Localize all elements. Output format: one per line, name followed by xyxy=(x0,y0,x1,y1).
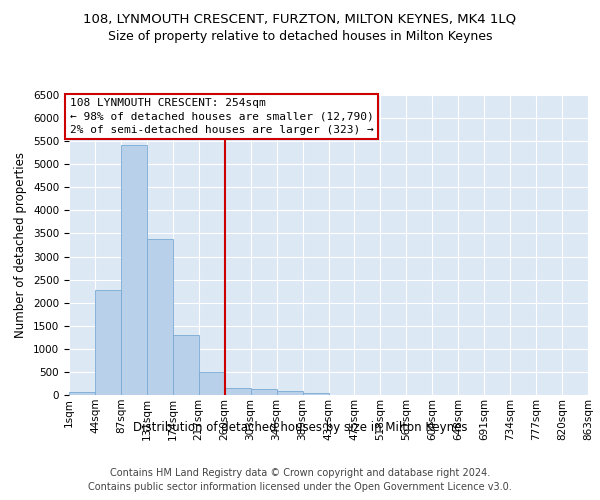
Bar xyxy=(69,392,95,395)
Bar xyxy=(277,392,302,395)
Text: Distribution of detached houses by size in Milton Keynes: Distribution of detached houses by size … xyxy=(133,421,467,434)
Bar xyxy=(173,336,199,395)
Bar xyxy=(225,388,251,395)
Bar xyxy=(302,392,329,395)
Text: Contains HM Land Registry data © Crown copyright and database right 2024.: Contains HM Land Registry data © Crown c… xyxy=(110,468,490,477)
Text: 108 LYNMOUTH CRESCENT: 254sqm
← 98% of detached houses are smaller (12,790)
2% o: 108 LYNMOUTH CRESCENT: 254sqm ← 98% of d… xyxy=(70,98,373,134)
Bar xyxy=(199,372,224,395)
Text: Size of property relative to detached houses in Milton Keynes: Size of property relative to detached ho… xyxy=(108,30,492,43)
Bar xyxy=(121,145,147,395)
Bar xyxy=(147,239,173,395)
Text: Contains public sector information licensed under the Open Government Licence v3: Contains public sector information licen… xyxy=(88,482,512,492)
Bar xyxy=(95,290,121,395)
Bar xyxy=(251,389,277,395)
Text: 108, LYNMOUTH CRESCENT, FURZTON, MILTON KEYNES, MK4 1LQ: 108, LYNMOUTH CRESCENT, FURZTON, MILTON … xyxy=(83,12,517,26)
Y-axis label: Number of detached properties: Number of detached properties xyxy=(14,152,28,338)
